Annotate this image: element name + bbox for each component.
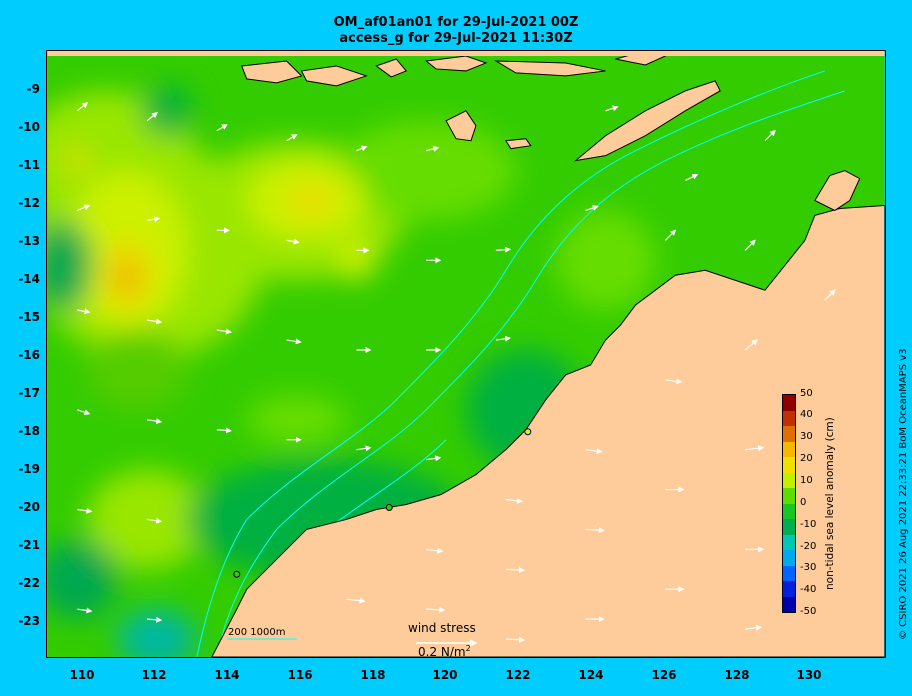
- wind-legend-unit: 0.2 N/m2: [418, 644, 471, 659]
- colorbar-tick: 0: [800, 497, 807, 508]
- lon-label: 118: [360, 668, 386, 682]
- colorbar-tick: 50: [800, 388, 813, 399]
- colorbar-segment: [783, 519, 795, 535]
- colorbar-tick: -50: [800, 606, 817, 617]
- contour-legend: 200 1000m: [228, 627, 286, 638]
- colorbar-tick: 20: [800, 453, 813, 464]
- lat-label: -21: [18, 538, 40, 552]
- lat-label: -14: [18, 272, 40, 286]
- lon-label: 122: [505, 668, 531, 682]
- lon-label: 130: [796, 668, 822, 682]
- lat-label: -11: [18, 158, 40, 172]
- colorbar-segment: [783, 488, 795, 504]
- lon-label: 112: [141, 668, 167, 682]
- map-subtitle: access_g for 29-Jul-2021 11:30Z: [339, 31, 573, 46]
- lat-label: -15: [18, 310, 40, 324]
- colorbar-segment: [783, 596, 795, 612]
- colorbar-segment: [783, 410, 795, 426]
- lat-label: -18: [18, 424, 40, 438]
- colorbar-segment: [783, 441, 795, 457]
- lat-label: -17: [18, 386, 40, 400]
- lon-label: 116: [287, 668, 313, 682]
- lon-label: 120: [432, 668, 458, 682]
- station-marker: [524, 428, 532, 436]
- land-mass: [47, 51, 885, 657]
- lat-label: -22: [18, 576, 40, 590]
- wind-legend-title: wind stress: [408, 621, 476, 635]
- colorbar-segment: [783, 565, 795, 581]
- station-marker: [385, 504, 393, 511]
- colorbar-segment: [783, 550, 795, 566]
- anomaly-field: [47, 85, 656, 657]
- colorbar-segment: [783, 395, 795, 411]
- map-title: OM_af01an01 for 29-Jul-2021 00Z: [333, 15, 579, 30]
- lon-label: 114: [214, 668, 240, 682]
- colorbar-tick: 30: [800, 431, 813, 442]
- colorbar-title: non-tidal sea level anomaly (cm): [824, 417, 836, 590]
- wind-arrows: [76, 102, 836, 643]
- colorbar-tick: 40: [800, 409, 813, 420]
- colorbar-tick: -20: [800, 541, 817, 552]
- lat-label: -12: [18, 196, 40, 210]
- colorbar-segment: [783, 457, 795, 473]
- colorbar-segment: [783, 472, 795, 488]
- lon-label: 126: [651, 668, 677, 682]
- sea-level-map: [46, 50, 886, 658]
- colorbar-tick: -40: [800, 584, 817, 595]
- colorbar-tick: -10: [800, 519, 817, 530]
- colorbar-segment: [783, 581, 795, 597]
- colorbar-tick: 10: [800, 475, 813, 486]
- wind-legend-unit-text: 0.2 N/m: [418, 645, 466, 659]
- lat-label: -19: [18, 462, 40, 476]
- lat-label: -13: [18, 234, 40, 248]
- lon-label: 110: [69, 668, 95, 682]
- wind-legend-unit-exponent: 2: [465, 644, 471, 653]
- colorbar-segment: [783, 534, 795, 550]
- lat-label: -23: [18, 614, 40, 628]
- credit-text: © CSIRO 2021 26 Aug 2021 22:33:21 BoM Oc…: [898, 348, 909, 641]
- colorbar-tick: -30: [800, 562, 817, 573]
- lon-label: 128: [724, 668, 750, 682]
- lat-label: -10: [18, 120, 40, 134]
- lon-label: 124: [578, 668, 604, 682]
- colorbar-segment: [783, 426, 795, 442]
- colorbar-segment: [783, 503, 795, 519]
- lat-label: -20: [18, 500, 40, 514]
- lat-label: -9: [26, 82, 40, 96]
- colorbar: [782, 394, 796, 613]
- lat-label: -16: [18, 348, 40, 362]
- station-marker: [233, 570, 241, 578]
